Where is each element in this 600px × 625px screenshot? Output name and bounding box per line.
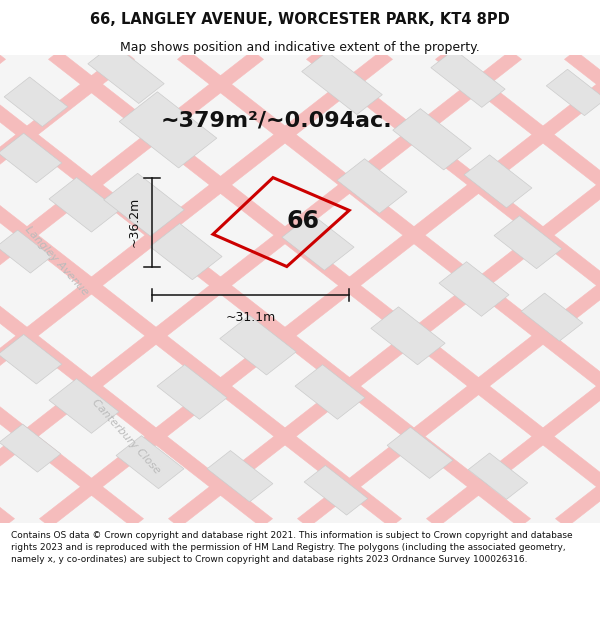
Polygon shape [207,451,273,502]
Polygon shape [521,293,583,341]
Polygon shape [547,69,600,116]
Polygon shape [119,92,217,168]
Polygon shape [469,453,527,499]
Polygon shape [337,159,407,213]
Polygon shape [116,436,184,489]
Text: Contains OS data © Crown copyright and database right 2021. This information is : Contains OS data © Crown copyright and d… [11,531,572,564]
Polygon shape [0,51,272,528]
Polygon shape [298,51,600,528]
Text: ~36.2m: ~36.2m [128,197,141,248]
Polygon shape [0,51,401,528]
Polygon shape [295,364,365,419]
Polygon shape [393,109,471,170]
Polygon shape [307,51,600,528]
Polygon shape [220,316,296,375]
Polygon shape [0,51,521,528]
Polygon shape [556,51,600,528]
Polygon shape [169,51,600,528]
Polygon shape [4,77,68,127]
Polygon shape [0,51,530,528]
Text: Map shows position and indicative extent of the property.: Map shows position and indicative extent… [120,41,480,54]
Polygon shape [49,177,119,232]
Polygon shape [439,262,509,316]
Text: Canterbury Close: Canterbury Close [90,397,162,476]
Polygon shape [88,44,164,104]
Polygon shape [494,216,562,269]
Polygon shape [49,379,119,433]
Polygon shape [387,427,453,479]
Polygon shape [0,51,134,528]
Polygon shape [0,51,263,528]
Text: ~379m²/~0.094ac.: ~379m²/~0.094ac. [160,111,392,131]
Polygon shape [0,51,5,528]
Polygon shape [157,364,227,419]
Text: 66: 66 [287,209,320,233]
Polygon shape [282,214,354,271]
Polygon shape [0,424,61,472]
Polygon shape [0,51,392,528]
Polygon shape [431,49,505,108]
Polygon shape [427,51,600,528]
Polygon shape [304,466,368,515]
Polygon shape [0,334,62,384]
Polygon shape [0,133,62,182]
Polygon shape [565,51,600,528]
Polygon shape [371,307,445,365]
Polygon shape [302,52,382,114]
Polygon shape [104,173,184,236]
Text: Langley Avenue: Langley Avenue [23,224,91,298]
Polygon shape [0,51,14,528]
Text: ~31.1m: ~31.1m [226,311,275,324]
Polygon shape [150,223,222,280]
Polygon shape [40,51,600,528]
Polygon shape [464,155,532,208]
Polygon shape [0,51,143,528]
Polygon shape [436,51,600,528]
Text: 66, LANGLEY AVENUE, WORCESTER PARK, KT4 8PD: 66, LANGLEY AVENUE, WORCESTER PARK, KT4 … [90,12,510,27]
Polygon shape [49,51,600,528]
Polygon shape [0,230,52,273]
Polygon shape [178,51,600,528]
